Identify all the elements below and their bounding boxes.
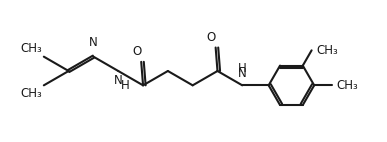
- Text: CH₃: CH₃: [20, 87, 42, 100]
- Text: CH₃: CH₃: [20, 42, 42, 55]
- Text: CH₃: CH₃: [336, 79, 358, 92]
- Text: O: O: [132, 45, 141, 58]
- Text: N: N: [89, 36, 98, 49]
- Text: H: H: [120, 79, 129, 92]
- Text: N: N: [238, 67, 247, 80]
- Text: CH₃: CH₃: [316, 44, 338, 57]
- Text: H: H: [238, 62, 247, 75]
- Text: N: N: [114, 74, 123, 87]
- Text: O: O: [207, 31, 216, 44]
